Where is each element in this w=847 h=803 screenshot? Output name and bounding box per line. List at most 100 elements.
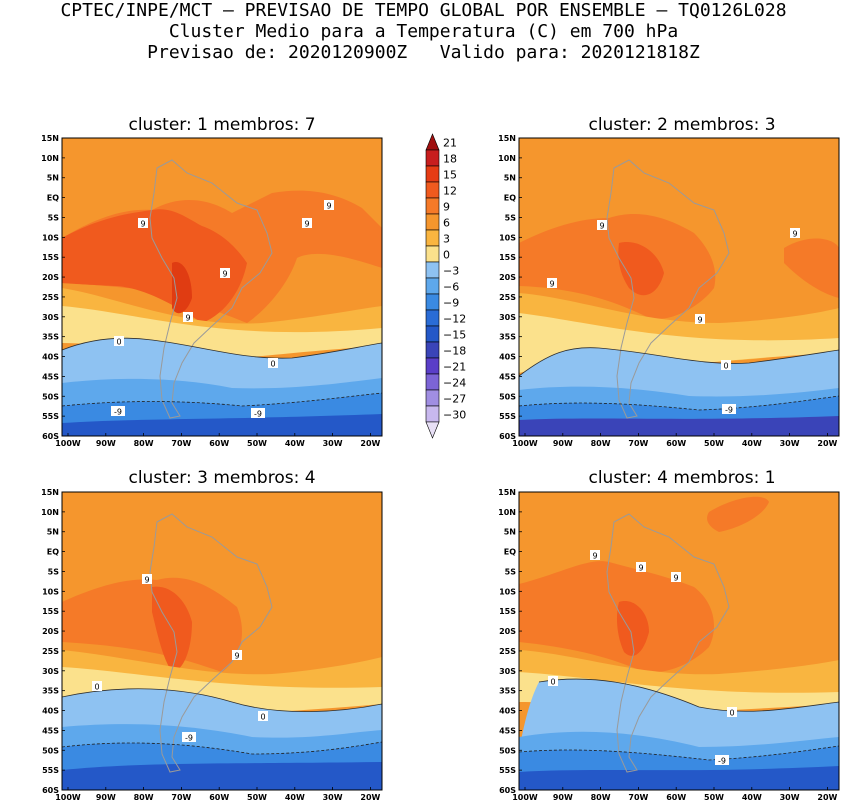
lon-tick-label: 90W — [553, 439, 573, 448]
colorbar-label: 21 — [443, 137, 457, 150]
contour-label: 9 — [695, 314, 705, 325]
lat-tick-label: 45S — [42, 726, 59, 735]
svg-text:9: 9 — [222, 270, 227, 279]
colorbar-swatch — [425, 373, 440, 391]
warm-region — [519, 213, 716, 319]
contour-line — [61, 688, 383, 713]
hot-core — [616, 601, 649, 656]
lon-tick-label: 40W — [742, 439, 762, 448]
lat-tick-label: 35S — [42, 687, 59, 696]
lon-tick-label: 70W — [628, 793, 648, 802]
lon-tick-label: 20W — [360, 439, 380, 448]
colorbar-label: 6 — [443, 217, 450, 230]
lat-tick-label: 45S — [499, 372, 516, 381]
svg-text:9: 9 — [304, 220, 309, 229]
lon-tick-label: 80W — [591, 439, 611, 448]
contour-label: 9 — [138, 218, 148, 229]
cold-band — [62, 762, 382, 790]
lat-tick-label: 30S — [42, 313, 59, 322]
title-line-3: Previsao de: 2020120900Z Valido para: 20… — [147, 42, 700, 63]
lat-tick-label: 20S — [499, 627, 516, 636]
colorbar-label: 0 — [443, 249, 450, 262]
lat-tick-label: 60S — [42, 786, 59, 795]
colorbar-swatch — [425, 213, 440, 231]
colorbar-label: −21 — [443, 361, 466, 374]
cold-band — [519, 766, 839, 790]
svg-text:0: 0 — [723, 362, 728, 371]
contour-line-dashed — [518, 745, 840, 761]
colorbar-swatch — [425, 341, 440, 359]
colorbar-swatch — [425, 245, 440, 263]
lon-tick-label: 70W — [171, 439, 191, 448]
lat-tick-label: 45S — [499, 726, 516, 735]
lat-tick-label: 5N — [504, 174, 516, 183]
lon-tick-label: 50W — [704, 793, 724, 802]
contour-line — [538, 678, 840, 712]
contour-label: 9 — [142, 574, 152, 585]
lat-tick-label: 15N — [498, 488, 516, 497]
svg-text:0: 0 — [270, 360, 275, 369]
colorbar-swatch — [425, 325, 440, 343]
colorbar-swatch — [425, 261, 440, 279]
contour-label: 9 — [220, 268, 230, 279]
panel-3-map: 9 9 0 0 -9 — [61, 491, 383, 791]
lat-tick-label: 10N — [498, 154, 516, 163]
lat-tick-label: 50S — [499, 746, 516, 755]
lon-tick-label: 90W — [96, 793, 116, 802]
svg-text:0: 0 — [116, 338, 121, 347]
svg-text:9: 9 — [326, 202, 331, 211]
svg-text:-9: -9 — [725, 406, 733, 415]
contour-label: 9 — [590, 550, 600, 561]
lat-tick-label: 10N — [41, 154, 59, 163]
lat-tick-label: EQ — [47, 548, 59, 557]
contour-label: -9 — [251, 408, 265, 419]
svg-text:0: 0 — [94, 683, 99, 692]
panel-2: cluster: 2 membros: 3 9 9 9 9 0 -9 — [518, 115, 840, 437]
lat-tick-label: 40S — [42, 707, 59, 716]
lat-tick-label: 40S — [499, 707, 516, 716]
hot-core — [62, 209, 247, 323]
lat-tick-label: 20S — [42, 627, 59, 636]
colorbar-label: 18 — [443, 153, 457, 166]
lat-tick-label: 20S — [499, 273, 516, 282]
svg-text:-9: -9 — [254, 410, 262, 419]
colorbar-bottom-arrow — [425, 421, 440, 439]
contour-label: 0 — [114, 336, 124, 347]
colorbar-label: −9 — [443, 297, 459, 310]
colorbar-swatch — [425, 229, 440, 247]
svg-text:9: 9 — [638, 564, 643, 573]
svg-text:-9: -9 — [185, 734, 193, 743]
lat-tick-label: 50S — [42, 746, 59, 755]
lat-tick-label: 50S — [499, 392, 516, 401]
lon-tick-label: 80W — [134, 439, 154, 448]
lat-tick-label: 5S — [48, 567, 60, 576]
contour-label: 0 — [721, 360, 731, 371]
lat-tick-label: 60S — [499, 432, 516, 441]
hot-core — [618, 242, 664, 296]
lat-tick-label: 30S — [42, 667, 59, 676]
warm-blob-ne — [707, 496, 769, 532]
lat-tick-label: 30S — [499, 313, 516, 322]
contour-line-dashed — [61, 741, 383, 755]
lon-tick-label: 60W — [209, 793, 229, 802]
figure-title: CPTEC/INPE/MCT – PREVISAO DE TEMPO GLOBA… — [0, 0, 847, 63]
contour-line — [518, 347, 840, 377]
lon-tick-label: 100W — [55, 793, 81, 802]
colorbar-label: −6 — [443, 281, 459, 294]
lon-tick-label: 100W — [512, 793, 538, 802]
contour-label: 0 — [268, 358, 278, 369]
cold-band — [519, 416, 839, 436]
svg-text:9: 9 — [234, 652, 239, 661]
lon-tick-label: 100W — [512, 439, 538, 448]
lat-tick-label: 5S — [505, 213, 517, 222]
panel-2-title: cluster: 2 membros: 3 — [588, 115, 775, 135]
lat-tick-label: 5N — [504, 528, 516, 537]
colorbar-label: −24 — [443, 377, 466, 390]
warm-region — [519, 561, 714, 673]
warm-region — [62, 577, 242, 672]
contour-label: 0 — [727, 707, 737, 718]
colorbar-label: −18 — [443, 345, 466, 358]
lat-tick-label: EQ — [504, 194, 516, 203]
lon-tick-label: 20W — [817, 439, 837, 448]
